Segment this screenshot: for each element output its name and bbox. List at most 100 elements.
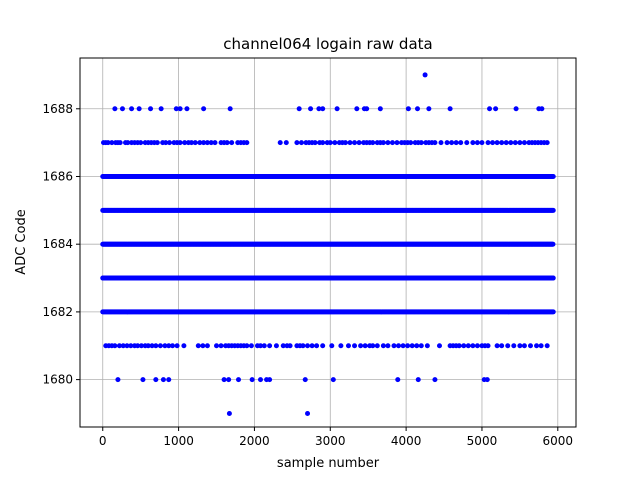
- data-point: [258, 377, 264, 383]
- data-point: [120, 343, 126, 349]
- data-point: [277, 140, 283, 146]
- data-point: [109, 140, 115, 146]
- data-point: [166, 377, 172, 383]
- data-point: [539, 106, 545, 112]
- data-point: [273, 343, 279, 349]
- data-point: [327, 140, 333, 146]
- data-point: [394, 140, 400, 146]
- data-point: [487, 106, 493, 112]
- data-point: [112, 106, 118, 112]
- data-point: [508, 140, 514, 146]
- data-point: [204, 140, 210, 146]
- data-point: [517, 140, 523, 146]
- data-point: [227, 106, 233, 112]
- data-point: [389, 140, 395, 146]
- data-point: [258, 343, 264, 349]
- data-point: [544, 140, 550, 146]
- data-point: [374, 343, 380, 349]
- data-point: [432, 140, 438, 146]
- data-point: [125, 140, 131, 146]
- data-point: [117, 140, 123, 146]
- data-point: [182, 140, 188, 146]
- data-point: [521, 140, 527, 146]
- data-point: [550, 309, 556, 315]
- data-point: [414, 106, 420, 112]
- data-point: [345, 343, 351, 349]
- data-point: [449, 140, 455, 146]
- data-point: [364, 106, 370, 112]
- data-point: [358, 343, 364, 349]
- x-tick-label: 2000: [239, 434, 270, 448]
- data-point: [426, 106, 432, 112]
- data-point: [280, 343, 286, 349]
- data-point: [527, 343, 533, 349]
- data-point: [320, 343, 326, 349]
- data-point: [181, 343, 187, 349]
- data-point: [229, 140, 235, 146]
- data-point: [283, 140, 289, 146]
- data-point: [550, 173, 556, 179]
- data-point: [316, 106, 322, 112]
- data-point: [453, 140, 459, 146]
- data-point: [512, 140, 518, 146]
- data-point: [163, 140, 169, 146]
- data-point: [362, 343, 368, 349]
- data-point: [221, 377, 227, 383]
- data-point: [538, 343, 544, 349]
- data-point: [302, 377, 308, 383]
- chart-title: channel064 logain raw data: [223, 35, 432, 53]
- data-point: [200, 343, 206, 349]
- points-layer: [100, 72, 556, 416]
- data-point: [461, 343, 467, 349]
- data-point: [550, 275, 556, 281]
- y-tick-label: 1684: [42, 237, 73, 251]
- data-point: [338, 343, 344, 349]
- data-point: [415, 377, 421, 383]
- data-point: [166, 140, 172, 146]
- data-point: [112, 343, 118, 349]
- data-point: [195, 343, 201, 349]
- data-point: [115, 377, 121, 383]
- data-point: [396, 343, 402, 349]
- data-point: [544, 343, 550, 349]
- x-axis-label: sample number: [277, 456, 380, 471]
- data-point: [267, 377, 273, 383]
- data-point: [212, 140, 218, 146]
- data-point: [160, 377, 166, 383]
- data-point: [385, 343, 391, 349]
- data-point: [422, 72, 428, 78]
- data-point: [148, 106, 154, 112]
- x-tick-label: 6000: [543, 434, 574, 448]
- x-tick-label: 1000: [163, 434, 194, 448]
- y-tick-label: 1680: [42, 373, 73, 387]
- data-point: [244, 140, 250, 146]
- data-point: [153, 343, 159, 349]
- y-tick-label: 1682: [42, 305, 73, 319]
- data-point: [226, 410, 232, 416]
- data-point: [511, 343, 517, 349]
- data-point: [436, 343, 442, 349]
- data-point: [521, 343, 527, 349]
- data-point: [157, 343, 163, 349]
- data-point: [377, 106, 383, 112]
- data-point: [226, 377, 232, 383]
- data-point: [414, 343, 420, 349]
- data-point: [261, 343, 267, 349]
- data-point: [465, 343, 471, 349]
- data-point: [400, 343, 406, 349]
- data-point: [438, 140, 444, 146]
- data-point: [456, 343, 462, 349]
- data-point: [334, 106, 340, 112]
- x-tick-label: 4000: [391, 434, 422, 448]
- data-point: [153, 377, 159, 383]
- data-point: [129, 106, 135, 112]
- data-point: [248, 343, 254, 349]
- data-point: [309, 343, 315, 349]
- data-point: [320, 106, 326, 112]
- data-point: [405, 106, 411, 112]
- data-point: [204, 343, 210, 349]
- data-point: [224, 140, 230, 146]
- data-point: [314, 343, 320, 349]
- data-point: [485, 140, 491, 146]
